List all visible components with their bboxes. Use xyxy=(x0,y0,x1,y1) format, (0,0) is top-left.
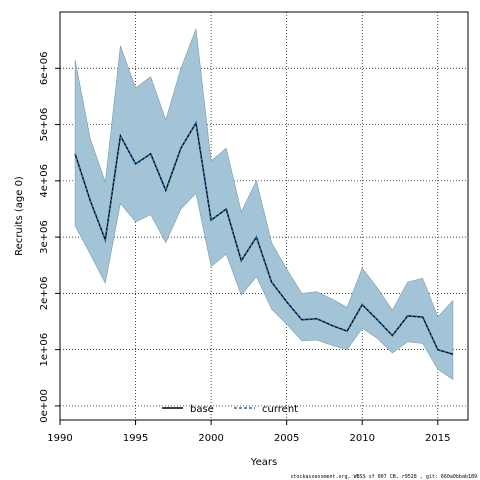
y-tick-label: 2e+06 xyxy=(39,277,50,311)
y-tick-label: 3e+06 xyxy=(39,220,50,254)
confidence-band-layer xyxy=(74,28,454,381)
axis-layer: 1990 1995 2000 2005 2010 2015 0e+00 1e+06 2e+06 3… xyxy=(39,51,451,444)
y-tick-label: 5e+06 xyxy=(39,108,50,142)
x-tick-label: 2005 xyxy=(274,433,299,444)
x-axis-title: Years xyxy=(250,457,277,468)
y-axis-title: Recruits (age 0) xyxy=(14,176,25,256)
y-tick-label: 6e+06 xyxy=(39,51,50,85)
y-tick-label: 1e+06 xyxy=(39,333,50,367)
plot-frame xyxy=(59,11,469,421)
footer-credit: stockassessment.org, WBSS sf 007 CB, r95… xyxy=(290,474,477,480)
x-tick-label: 2000 xyxy=(198,433,223,444)
x-tick-label: 2015 xyxy=(425,433,450,444)
legend: base current xyxy=(162,404,298,415)
legend-label-current: current xyxy=(262,404,298,415)
x-tick-label: 1990 xyxy=(47,433,72,444)
y-tick-label: 4e+06 xyxy=(39,164,50,198)
y-tick-label: 0e+00 xyxy=(39,389,50,423)
series-line-current xyxy=(74,120,454,356)
legend-label-base: base xyxy=(190,404,214,415)
x-tick-label: 1995 xyxy=(123,433,148,444)
x-tick-label: 2010 xyxy=(349,433,374,444)
confidence-band xyxy=(74,28,454,381)
series-layer xyxy=(74,120,454,356)
